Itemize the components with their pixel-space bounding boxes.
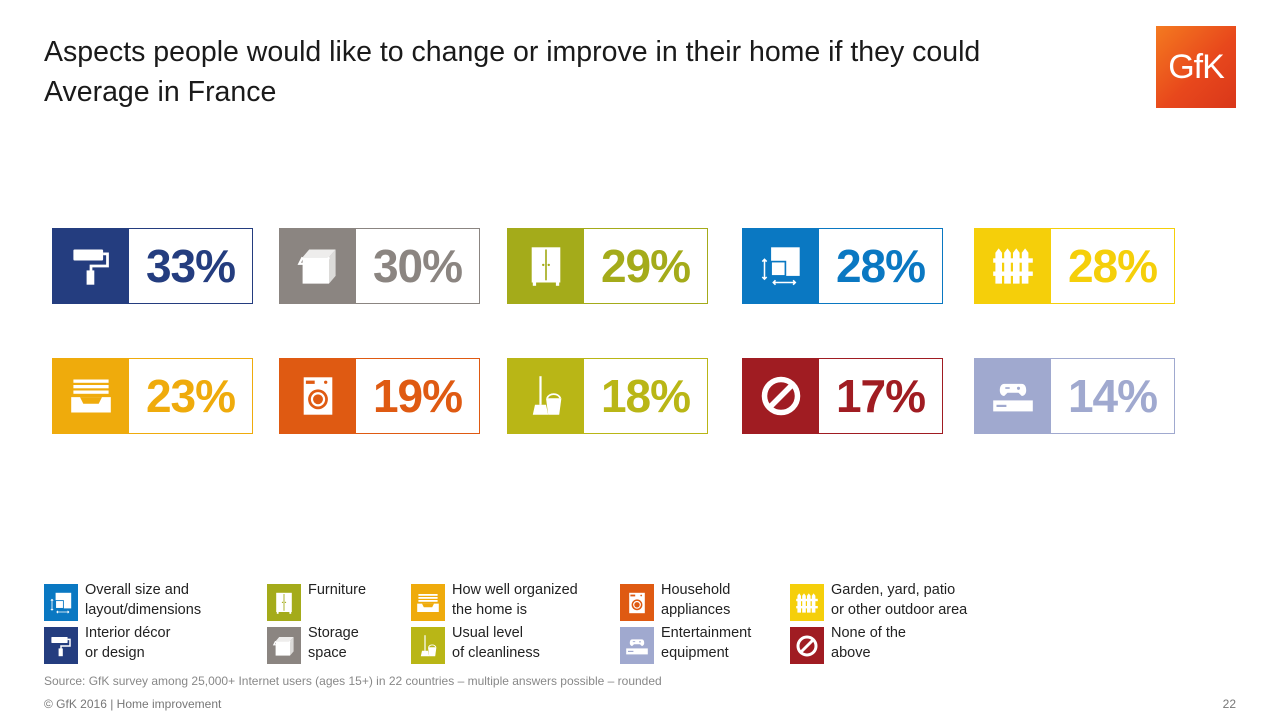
game-console-icon [620, 627, 654, 664]
legend-item-game-console: Entertainment equipment [620, 625, 752, 664]
tile-mop-bucket: 18% [507, 358, 708, 434]
floor-plan-icon [743, 229, 819, 303]
prohibited-icon [743, 359, 819, 433]
wardrobe-icon [267, 584, 301, 621]
value-label: 29% [600, 240, 691, 292]
washing-machine-icon [620, 584, 654, 621]
legend-item-wardrobe: Furniture [267, 582, 367, 621]
mop-bucket-icon [508, 359, 584, 433]
legend-label: How well organized the home is [452, 582, 578, 618]
washing-machine-icon [280, 359, 356, 433]
wardrobe-icon [508, 229, 584, 303]
value-label: 30% [372, 240, 463, 292]
gfk-logo: GfK [1156, 26, 1236, 108]
tile-fence: 28% [974, 228, 1175, 304]
storage-box-icon [280, 229, 356, 303]
drawer-icon [53, 359, 129, 433]
legend-label: Garden, yard, patio or other outdoor are… [831, 582, 968, 618]
legend-label: Storage space [308, 625, 359, 661]
paint-roller-icon [53, 229, 129, 303]
legend-label: Interior décor or design [85, 625, 171, 661]
legend-label: Usual level of cleanliness [452, 625, 540, 661]
tile-floor-plan: 28% [742, 228, 943, 304]
legend-label: Entertainment equipment [661, 625, 752, 661]
legend-item-floor-plan: Overall size and layout/dimensions [44, 582, 202, 621]
source-note: Source: GfK survey among 25,000+ Interne… [44, 674, 662, 688]
tile-washing-machine: 19% [279, 358, 480, 434]
paint-roller-icon [44, 627, 78, 664]
value-label: 28% [835, 240, 926, 292]
tile-wardrobe: 29% [507, 228, 708, 304]
tile-game-console: 14% [974, 358, 1175, 434]
legend-label: Household appliances [661, 582, 731, 618]
legend-item-prohibited: None of the above [790, 625, 906, 664]
prohibited-icon [790, 627, 824, 664]
mop-bucket-icon [411, 627, 445, 664]
tile-prohibited: 17% [742, 358, 943, 434]
legend-item-storage-box: Storage space [267, 625, 359, 664]
value-label: 14% [1067, 370, 1158, 422]
floor-plan-icon [44, 584, 78, 621]
legend-label: Furniture [308, 582, 367, 598]
storage-box-icon [267, 627, 301, 664]
fence-icon [975, 229, 1051, 303]
fence-icon [790, 584, 824, 621]
tile-drawer: 23% [52, 358, 253, 434]
tile-storage-box: 30% [279, 228, 480, 304]
legend-item-paint-roller: Interior décor or design [44, 625, 171, 664]
legend-label: Overall size and layout/dimensions [85, 582, 202, 618]
game-console-icon [975, 359, 1051, 433]
legend-label: None of the above [831, 625, 906, 661]
value-label: 28% [1067, 240, 1158, 292]
value-label: 33% [145, 240, 236, 292]
page-number: 22 [1222, 697, 1236, 711]
drawer-icon [411, 584, 445, 621]
title-line-1: Aspects people would like to change or i… [44, 36, 981, 68]
title-line-2: Average in France [44, 76, 277, 108]
legend-item-fence: Garden, yard, patio or other outdoor are… [790, 582, 968, 621]
tile-paint-roller: 33% [52, 228, 253, 304]
chart-title: Aspects people would like to change or i… [44, 32, 980, 112]
value-label: 19% [372, 370, 463, 422]
footer-text: © GfK 2016 | Home improvement [44, 697, 222, 711]
legend-item-washing-machine: Household appliances [620, 582, 731, 621]
value-label: 18% [600, 370, 691, 422]
value-label: 23% [145, 370, 236, 422]
value-label: 17% [835, 370, 926, 422]
legend-item-mop-bucket: Usual level of cleanliness [411, 625, 540, 664]
legend-item-drawer: How well organized the home is [411, 582, 578, 621]
